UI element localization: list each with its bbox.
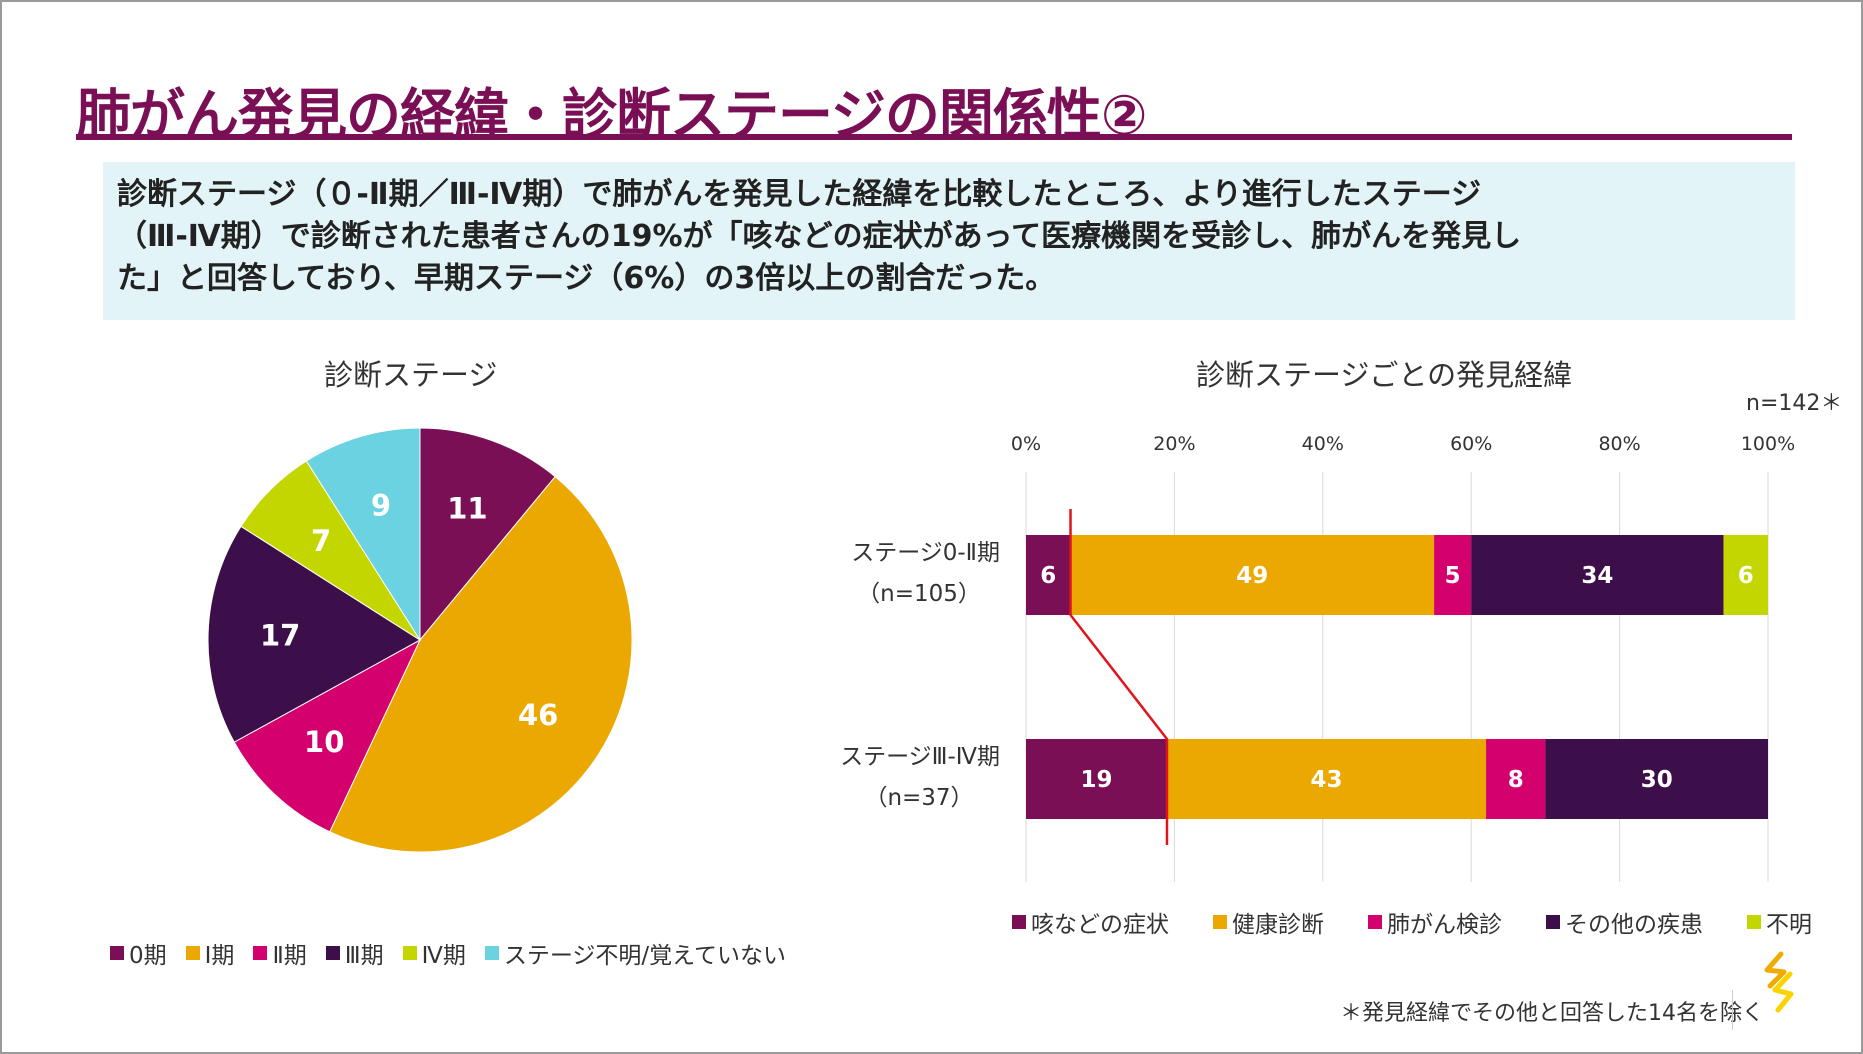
legend-label: その他の疾患 — [1565, 912, 1703, 938]
legend-label: Ⅰ期 — [204, 943, 235, 969]
x-tick-label: 100% — [1741, 433, 1795, 455]
bar-value-label: 5 — [1445, 563, 1461, 589]
bar-value-label: 19 — [1080, 767, 1112, 793]
category-sublabel: （n=37） — [864, 785, 973, 811]
pie-slice-label: 17 — [260, 619, 300, 653]
legend-swatch — [325, 946, 340, 960]
bar-segment — [1166, 739, 1487, 819]
legend-label: 咳などの症状 — [1031, 912, 1169, 938]
bar-legend-item: 健康診断 — [1213, 905, 1324, 939]
legend-swatch — [110, 946, 124, 960]
pie-legend-item: Ⅰ期 — [185, 936, 235, 970]
bar-segment — [1486, 739, 1546, 819]
bar-value-label: 43 — [1311, 767, 1343, 793]
bar-value-label: 49 — [1236, 563, 1268, 589]
pie-slice — [233, 638, 422, 833]
bar-segment — [1026, 535, 1071, 615]
comparison-connector-line — [1069, 509, 1169, 845]
pie-slice — [329, 475, 633, 853]
footnote: ＊発見経緯でその他と回答した14名を除く — [1340, 1001, 1764, 1026]
bar-value-label: 30 — [1641, 767, 1673, 793]
x-tick-label: 40% — [1302, 433, 1344, 455]
legend-swatch — [402, 946, 417, 960]
legend-swatch — [1747, 915, 1761, 929]
legend-label: 肺がん検診 — [1387, 912, 1502, 938]
legend-swatch — [1368, 915, 1382, 929]
legend-label: 0期 — [129, 943, 167, 969]
pie-legend-item: ステージ不明/覚えていない — [484, 936, 786, 970]
title-underline — [76, 134, 1792, 140]
legend-swatch — [185, 946, 200, 960]
bar-legend-item: 咳などの症状 — [1012, 905, 1169, 939]
bar-legend-item: 肺がん検診 — [1368, 905, 1502, 939]
summary-line: 診断ステージ（０-Ⅱ期／Ⅲ-Ⅳ期）で肺がんを発見した経緯を比較したところ、より進… — [117, 177, 1482, 212]
bar-segment — [1723, 535, 1768, 615]
bar-value-label: 8 — [1508, 767, 1524, 793]
summary-line: （Ⅲ-Ⅳ期）で診断された患者さんの19%が「咳などの症状があって医療機関を受診し… — [117, 219, 1522, 254]
pie-slice — [305, 427, 421, 642]
legend-label: 健康診断 — [1232, 912, 1324, 938]
pie-legend-item: Ⅱ期 — [253, 936, 307, 970]
bar-segment — [1070, 535, 1435, 615]
pie-legend-item: Ⅲ期 — [325, 936, 384, 970]
pie-legend-item: Ⅳ期 — [402, 936, 466, 970]
legend-label: Ⅲ期 — [344, 943, 384, 969]
category-sublabel: （n=105） — [857, 581, 981, 607]
bar-legend: 咳などの症状 健康診断 肺がん検診 その他の疾患 不明 — [1012, 905, 1856, 939]
pie-chart-title: 診断ステージ — [324, 358, 498, 392]
legend-swatch — [1012, 915, 1026, 929]
category-label: ステージⅢ-Ⅳ期 — [840, 744, 1000, 770]
legend-swatch — [1213, 915, 1227, 929]
legend-swatch — [1546, 915, 1560, 929]
summary-box: 診断ステージ（０-Ⅱ期／Ⅲ-Ⅳ期）で肺がんを発見した経緯を比較したところ、より進… — [103, 162, 1795, 320]
legend-label: Ⅱ期 — [272, 943, 307, 969]
bar-segment — [1026, 739, 1167, 819]
pie-slice-label: 11 — [447, 491, 487, 525]
bar-segment — [1471, 535, 1724, 615]
bar-value-label: 34 — [1581, 563, 1613, 589]
pie-slice-label: 46 — [518, 698, 558, 732]
bar-segment — [1434, 535, 1472, 615]
logo-divider — [1732, 990, 1733, 1030]
pie-legend: 0期 Ⅰ期 Ⅱ期 Ⅲ期 Ⅳ期 ステージ不明/覚えていない — [110, 936, 805, 970]
x-tick-label: 80% — [1598, 433, 1640, 455]
pie-slice-label: 9 — [371, 489, 391, 523]
category-label: ステージ0-Ⅱ期 — [851, 540, 1000, 566]
x-tick-label: 0% — [1011, 433, 1041, 455]
pie-slice-label: 7 — [311, 524, 331, 558]
pie-slice-label: 10 — [304, 725, 344, 759]
legend-label: ステージ不明/覚えていない — [503, 943, 786, 969]
bar-legend-item: その他の疾患 — [1546, 905, 1703, 939]
legend-swatch — [484, 946, 499, 960]
x-tick-label: 20% — [1153, 433, 1195, 455]
pie-slice — [419, 427, 556, 642]
pie-legend-item: 0期 — [110, 936, 167, 970]
bar-chart-title: 診断ステージごとの発見経緯 — [1196, 358, 1573, 392]
x-tick-label: 60% — [1450, 433, 1492, 455]
legend-swatch — [253, 946, 268, 960]
bar-value-label: 6 — [1738, 563, 1754, 589]
company-logo-icon — [1764, 951, 1794, 1013]
legend-label: Ⅳ期 — [421, 943, 466, 969]
sample-size-note: n=142＊ — [1746, 391, 1843, 416]
legend-label: 不明 — [1766, 912, 1812, 938]
bar-value-label: 6 — [1040, 563, 1056, 589]
pie-slice — [207, 525, 421, 743]
summary-line: た」と回答しており、早期ステージ（6%）の3倍以上の割合だった。 — [117, 261, 1056, 296]
bar-legend-item: 不明 — [1747, 905, 1812, 939]
bar-segment — [1545, 739, 1768, 819]
